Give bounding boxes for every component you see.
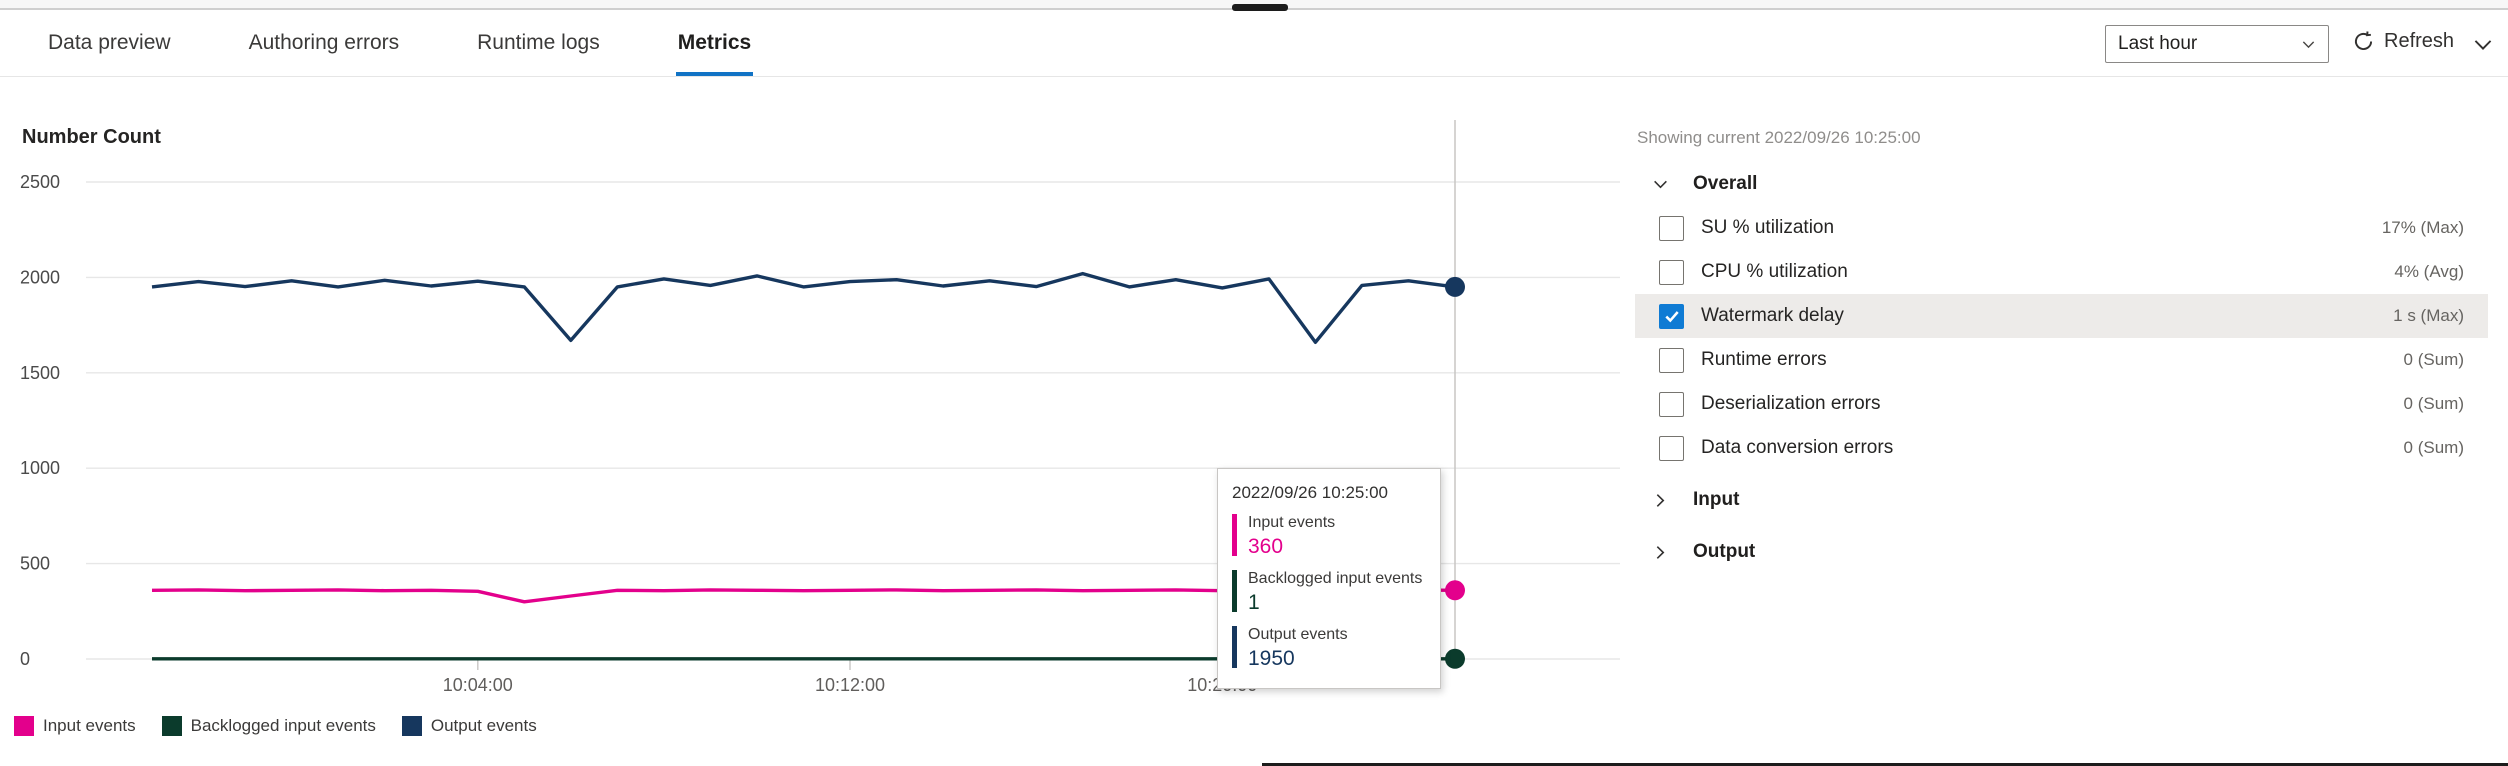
toolbar-chevron-down-icon[interactable] (2472, 34, 2494, 59)
time-range-select[interactable]: Last hour (2105, 25, 2329, 63)
tooltip-series-value: 1 (1248, 591, 1260, 614)
legend-label: Backlogged input events (190, 716, 376, 735)
tab-list: Data preview Authoring errors Runtime logs… (0, 10, 2508, 76)
series-line-output-events (151, 271, 1456, 344)
chevron-right-icon (1651, 543, 1669, 561)
legend-item-output-events[interactable]: Output events (401, 716, 537, 736)
window-bottom-edge (1262, 763, 2508, 766)
metric-label: Runtime errors (1701, 349, 1827, 370)
legend-item-backlogged-input-events[interactable]: Backlogged input events (161, 716, 376, 736)
tooltip-series-label: Input events (1248, 514, 1336, 531)
refresh-label: Refresh (2384, 30, 2455, 52)
hover-dot-output-events (1445, 276, 1465, 297)
chevron-right-icon (1651, 491, 1669, 509)
metrics-panel: Showing current 2022/09/26 10:25:00 Over… (1635, 128, 2488, 574)
refresh-button[interactable]: Refresh (2352, 30, 2454, 53)
metric-row-runtime-errors[interactable]: Runtime errors 0 (Sum) (1635, 338, 2488, 382)
tooltip-series-value: 1950 (1248, 647, 1295, 670)
tab-label: Metrics (677, 31, 752, 54)
tooltip-row-output-events: Output events 1950 (1232, 626, 1426, 671)
metric-value: 17% (Max) (2381, 218, 2464, 237)
tooltip-color-bar (1232, 570, 1237, 612)
tooltip-rows: Input events 360 Backlogged input events 1 O… (1232, 514, 1426, 671)
metric-row-data-conversion-errors[interactable]: Data conversion errors 0 (Sum) (1635, 426, 2488, 470)
metric-label: SU % utilization (1701, 217, 1835, 238)
tooltip-row-backlogged-input-events: Backlogged input events 1 (1232, 570, 1426, 615)
tab-data-preview[interactable]: Data preview (48, 10, 171, 76)
tab-runtime-logs[interactable]: Runtime logs (477, 10, 600, 76)
group-label: Input (1693, 489, 1740, 510)
chevron-down-icon (1651, 175, 1669, 193)
chart-legend: Input events Backlogged input events Outpu… (14, 716, 537, 736)
tooltip-series-label: Output events (1248, 626, 1348, 643)
window-drag-handle[interactable] (1232, 4, 1288, 11)
metric-label: CPU % utilization (1701, 261, 1848, 282)
chart-title: Number Count (22, 126, 161, 148)
chevron-down-icon (2301, 37, 2316, 52)
y-axis-tick-label: 1500 (20, 363, 60, 383)
tab-label: Runtime logs (477, 31, 600, 54)
metric-row-watermark-delay[interactable]: Watermark delay 1 s (Max) (1635, 294, 2488, 338)
checkbox-watermark-delay[interactable] (1659, 303, 1684, 329)
hover-dot-input-events (1445, 580, 1465, 601)
metric-value: 4% (Avg) (2394, 262, 2464, 281)
group-label: Overall (1693, 173, 1758, 194)
checkbox-data-conversion-errors[interactable] (1659, 435, 1684, 461)
legend-item-input-events[interactable]: Input events (14, 716, 136, 736)
tab-label: Authoring errors (248, 31, 400, 54)
y-axis-tick-label: 2500 (20, 172, 60, 192)
checkbox-runtime-errors[interactable] (1659, 347, 1684, 373)
tooltip-color-bar (1232, 626, 1237, 668)
checkbox-cpu-utilization[interactable] (1659, 259, 1684, 285)
group-header-output[interactable]: Output (1635, 530, 2488, 574)
chart-tooltip: 2022/09/26 10:25:00 Input events 360 Backl… (1217, 468, 1441, 689)
legend-swatch (161, 716, 182, 736)
legend-label: Input events (43, 716, 136, 735)
metric-value: 1 s (Max) (2393, 306, 2464, 325)
metric-label: Data conversion errors (1701, 437, 1894, 458)
metric-value: 0 (Sum) (2403, 350, 2464, 369)
tab-authoring-errors[interactable]: Authoring errors (249, 10, 400, 76)
tab-label: Data preview (48, 31, 171, 54)
metric-label: Deserialization errors (1701, 393, 1881, 414)
tooltip-series-value: 360 (1248, 535, 1284, 558)
tab-metrics[interactable]: Metrics (675, 10, 754, 76)
metric-value: 0 (Sum) (2403, 394, 2464, 413)
showing-current-label: Showing current 2022/09/26 10:25:00 (1637, 128, 1921, 147)
y-axis-tick-label: 500 (20, 554, 50, 574)
checkbox-deserialization-errors[interactable] (1659, 391, 1684, 417)
metric-row-deserialization-errors[interactable]: Deserialization errors 0 (Sum) (1635, 382, 2488, 426)
group-header-input[interactable]: Input (1635, 478, 2488, 522)
metric-row-su-utilization[interactable]: SU % utilization 17% (Max) (1635, 206, 2488, 250)
group-header-overall[interactable]: Overall (1635, 162, 2488, 206)
x-axis-tick-label: 10:12:00 (815, 675, 885, 695)
tooltip-series-label: Backlogged input events (1248, 570, 1423, 587)
tooltip-color-bar (1232, 514, 1237, 556)
refresh-icon (2352, 30, 2375, 53)
time-range-value: Last hour (2118, 33, 2198, 54)
metric-label: Watermark delay (1701, 305, 1844, 326)
tooltip-timestamp: 2022/09/26 10:25:00 (1232, 483, 1388, 502)
hover-dot-backlogged-input-events (1445, 648, 1465, 669)
metric-row-cpu-utilization[interactable]: CPU % utilization 4% (Avg) (1635, 250, 2488, 294)
group-label: Output (1693, 541, 1756, 562)
legend-swatch (14, 716, 34, 736)
active-tab-underline (675, 72, 754, 76)
metric-value: 0 (Sum) (2403, 438, 2464, 457)
tab-bar: Data preview Authoring errors Runtime logs… (0, 10, 2508, 77)
legend-swatch (401, 716, 422, 736)
checkbox-su-utilization[interactable] (1659, 215, 1684, 241)
y-axis-tick-label: 2000 (20, 267, 60, 287)
y-axis-tick-label: 1000 (20, 458, 60, 478)
x-axis-tick-label: 10:04:00 (443, 675, 513, 695)
tooltip-row-input-events: Input events 360 (1232, 514, 1426, 559)
y-axis-tick-label: 0 (20, 649, 30, 669)
legend-label: Output events (430, 716, 537, 735)
metrics-groups: Overall SU % utilization 17% (Max) CPU % ut… (1635, 162, 2488, 574)
